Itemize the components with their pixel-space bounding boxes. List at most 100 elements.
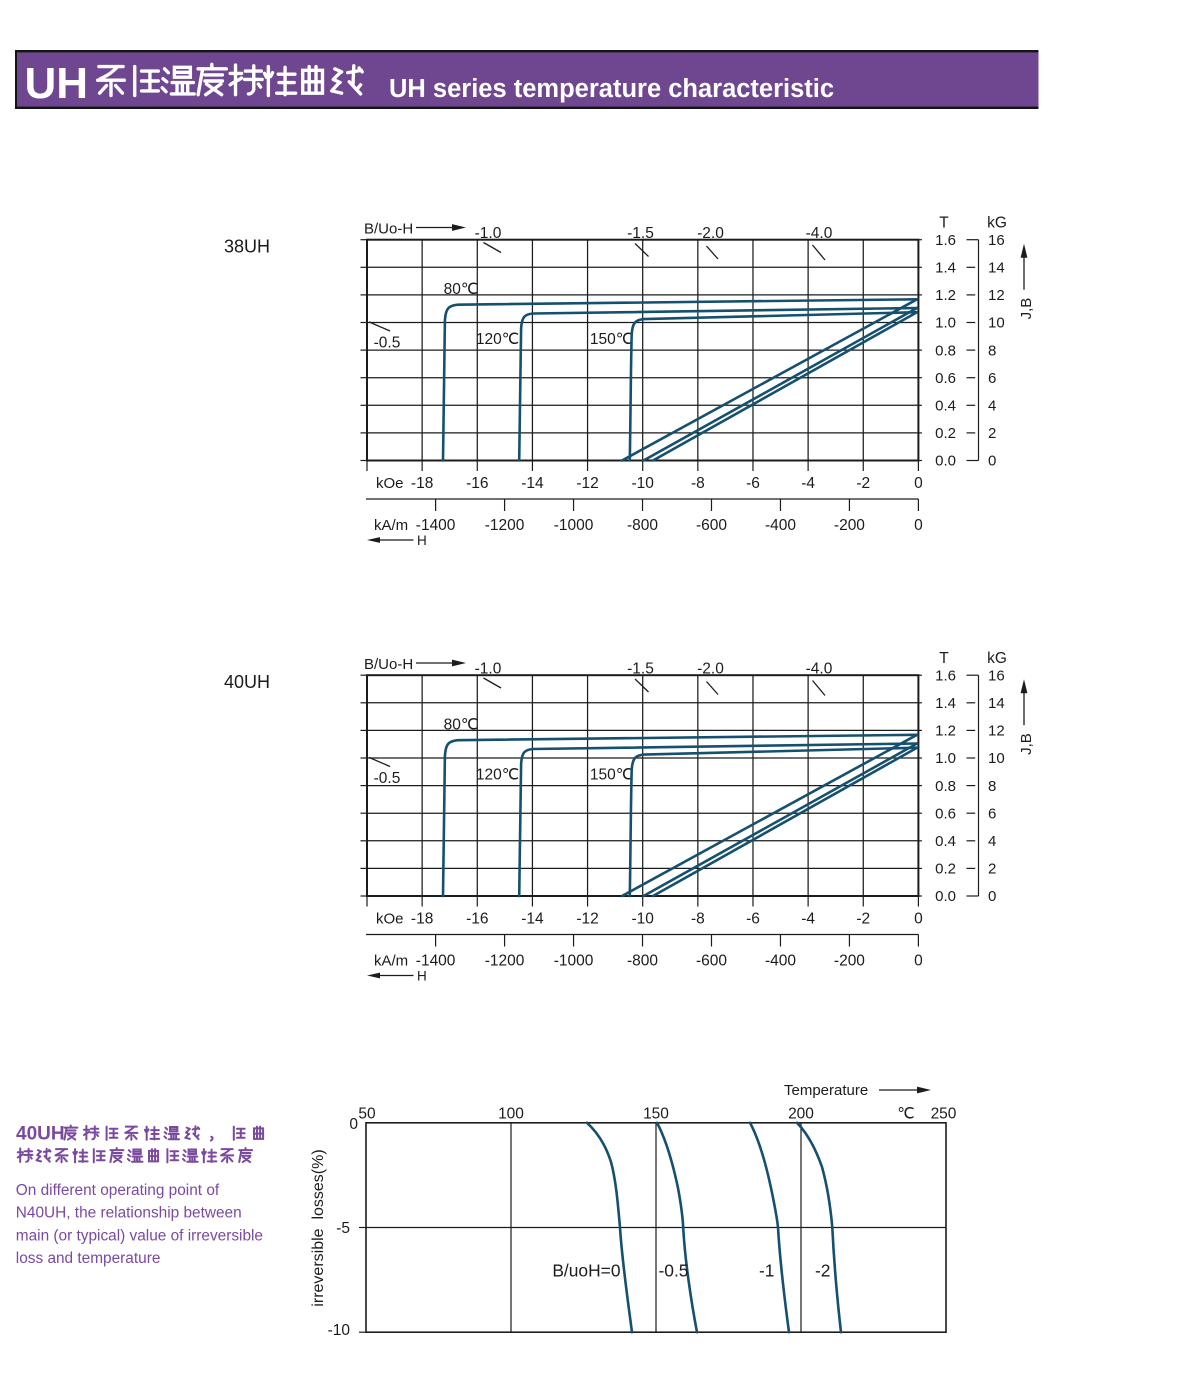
svg-text:-4.0: -4.0 <box>806 661 833 678</box>
svg-text:38UH: 38UH <box>224 237 270 257</box>
svg-text:-1000: -1000 <box>554 953 594 970</box>
svg-text:0.4: 0.4 <box>935 398 956 415</box>
svg-text:6: 6 <box>988 805 996 822</box>
svg-text:40UH: 40UH <box>16 1124 65 1145</box>
svg-text:0.0: 0.0 <box>935 453 956 470</box>
svg-text:-10: -10 <box>328 1322 351 1339</box>
svg-text:0.8: 0.8 <box>935 778 956 795</box>
svg-text:H: H <box>417 533 427 548</box>
svg-text:10: 10 <box>988 750 1005 767</box>
svg-text:J,B: J,B <box>1018 298 1035 320</box>
svg-text:-14: -14 <box>521 911 544 928</box>
svg-text:-4.0: -4.0 <box>806 225 833 242</box>
svg-text:0: 0 <box>914 517 923 534</box>
svg-text:12: 12 <box>988 287 1005 304</box>
svg-text:0: 0 <box>988 453 996 470</box>
svg-text:4: 4 <box>988 833 996 850</box>
svg-text:J,B: J,B <box>1018 733 1035 755</box>
svg-text:14: 14 <box>988 695 1005 712</box>
svg-text:irreversible losses(%): irreversible losses(%) <box>310 1149 327 1306</box>
svg-text:150℃: 150℃ <box>590 767 633 784</box>
svg-text:-2: -2 <box>856 911 870 928</box>
svg-text:0: 0 <box>349 1116 358 1133</box>
svg-text:120℃: 120℃ <box>476 331 519 348</box>
svg-text:-800: -800 <box>627 517 658 534</box>
svg-text:0: 0 <box>988 888 996 905</box>
svg-text:-12: -12 <box>576 475 598 492</box>
svg-text:0.2: 0.2 <box>935 425 956 442</box>
svg-text:-1000: -1000 <box>554 517 594 534</box>
svg-text:kOe: kOe <box>376 911 404 928</box>
svg-text:B/Uo-H: B/Uo-H <box>364 656 413 673</box>
svg-text:-2: -2 <box>815 1261 830 1281</box>
svg-text:14: 14 <box>988 260 1005 277</box>
svg-text:-1: -1 <box>759 1261 774 1281</box>
svg-text:-2: -2 <box>856 475 870 492</box>
svg-text:8: 8 <box>988 342 996 359</box>
svg-text:1.0: 1.0 <box>935 750 956 767</box>
svg-text:-800: -800 <box>627 953 658 970</box>
svg-text:16: 16 <box>988 667 1005 684</box>
svg-text:-2.0: -2.0 <box>697 661 724 678</box>
svg-text:2: 2 <box>988 425 996 442</box>
svg-text:-2.0: -2.0 <box>697 225 724 242</box>
svg-text:N40UH, the relationship betwe: N40UH, the relationship between <box>16 1205 242 1222</box>
svg-text:8: 8 <box>988 778 996 795</box>
svg-text:-400: -400 <box>765 953 796 970</box>
svg-text:120℃: 120℃ <box>476 767 519 784</box>
svg-text:0.6: 0.6 <box>935 805 956 822</box>
svg-text:-10: -10 <box>631 911 654 928</box>
svg-text:200: 200 <box>788 1106 814 1123</box>
svg-text:-1200: -1200 <box>485 953 525 970</box>
svg-text:-16: -16 <box>466 911 488 928</box>
svg-text:-0.5: -0.5 <box>374 335 401 352</box>
svg-text:UH: UH <box>25 59 89 108</box>
svg-text:-1.5: -1.5 <box>627 225 654 242</box>
svg-text:-4: -4 <box>801 911 815 928</box>
svg-text:1.6: 1.6 <box>935 667 956 684</box>
svg-text:main (or typical) value of irr: main (or typical) value of irreversible <box>16 1227 263 1244</box>
svg-text:0.2: 0.2 <box>935 861 956 878</box>
svg-text:B/uoH=0: B/uoH=0 <box>552 1261 620 1281</box>
svg-text:kG: kG <box>987 650 1007 667</box>
svg-text:0.8: 0.8 <box>935 342 956 359</box>
svg-text:-12: -12 <box>576 911 598 928</box>
svg-text:-400: -400 <box>765 517 796 534</box>
svg-text:6: 6 <box>988 370 996 387</box>
svg-text:1.6: 1.6 <box>935 232 956 249</box>
svg-text:16: 16 <box>988 232 1005 249</box>
svg-text:100: 100 <box>498 1106 524 1123</box>
svg-text:-1.5: -1.5 <box>627 661 654 678</box>
svg-text:-14: -14 <box>521 475 544 492</box>
svg-text:-0.5: -0.5 <box>374 770 401 787</box>
svg-text:2: 2 <box>988 861 996 878</box>
svg-text:0: 0 <box>914 475 923 492</box>
svg-text:1.2: 1.2 <box>935 287 956 304</box>
svg-text:12: 12 <box>988 723 1005 740</box>
svg-text:-16: -16 <box>466 475 488 492</box>
svg-text:℃: ℃ <box>897 1106 914 1123</box>
svg-text:-200: -200 <box>834 953 865 970</box>
svg-text:-0.5: -0.5 <box>659 1261 689 1281</box>
svg-text:1.0: 1.0 <box>935 315 956 332</box>
svg-text:B/Uo-H: B/Uo-H <box>364 221 413 238</box>
svg-text:1.4: 1.4 <box>935 260 956 277</box>
svg-text:-6: -6 <box>746 911 760 928</box>
svg-text:T: T <box>939 215 949 232</box>
svg-text:-200: -200 <box>834 517 865 534</box>
svg-text:loss and temperature: loss and temperature <box>16 1250 161 1267</box>
svg-text:kA/m: kA/m <box>374 517 408 534</box>
svg-text:0: 0 <box>914 911 923 928</box>
svg-text:kOe: kOe <box>376 475 404 492</box>
svg-text:-10: -10 <box>631 475 654 492</box>
svg-text:kG: kG <box>987 215 1007 232</box>
svg-text:-1.0: -1.0 <box>475 225 502 242</box>
svg-text:-8: -8 <box>691 475 705 492</box>
svg-text:10: 10 <box>988 315 1005 332</box>
svg-text:Temperature: Temperature <box>784 1082 868 1099</box>
svg-text:-8: -8 <box>691 911 705 928</box>
svg-text:On different operating point o: On different operating point of <box>16 1182 220 1199</box>
svg-text:1.2: 1.2 <box>935 723 956 740</box>
svg-text:4: 4 <box>988 398 996 415</box>
svg-text:50: 50 <box>358 1106 376 1123</box>
